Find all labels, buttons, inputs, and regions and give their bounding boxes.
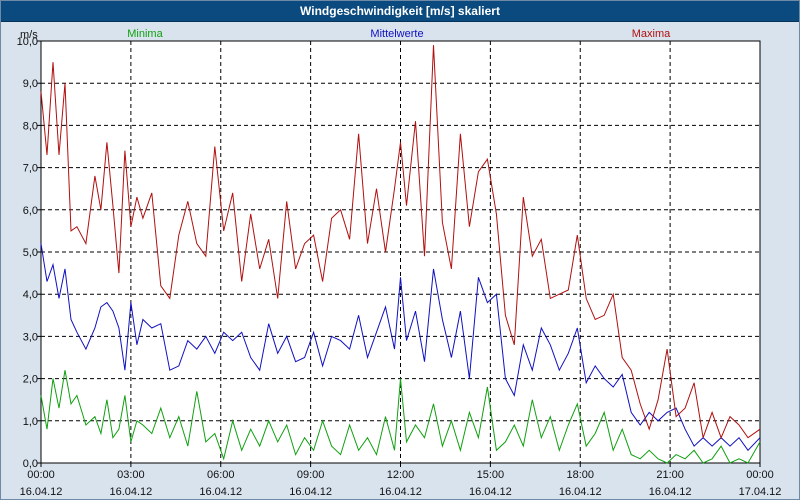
- series-line-mittelwerte: [40, 243, 761, 452]
- x-tick-date: 16.04.12: [109, 486, 152, 498]
- y-tick-label: 8,0: [23, 120, 38, 132]
- plot-area: 0,0 1,0 2,0 3,0 4,0 5,0 6,0 7,0 8,0 9,0 10,0 m/s 00:…: [1, 22, 799, 499]
- y-tick-label: 7,0: [23, 163, 38, 175]
- series-line-maxima: [40, 45, 761, 440]
- x-tick-date: 16.04.12: [559, 486, 602, 498]
- window-title: Windgeschwindigkeit [m/s] skaliert: [1, 1, 799, 22]
- y-tick-label: 6,0: [23, 205, 38, 217]
- x-tick-time: 18:00: [566, 469, 594, 481]
- chart-svg: 0,0 1,0 2,0 3,0 4,0 5,0 6,0 7,0 8,0 9,0 10,0m/s 00:…: [17, 28, 782, 498]
- x-tick-date: 17.04.12: [739, 486, 782, 498]
- x-tick-date: 16.04.12: [289, 486, 332, 498]
- series-line-minima: [40, 370, 761, 464]
- y-tick-label: 10,0: [17, 36, 38, 48]
- x-tick-date: 16.04.12: [20, 486, 63, 498]
- x-tick-date: 16.04.12: [649, 486, 692, 498]
- x-tick-time: 15:00: [477, 469, 505, 481]
- x-tick-time: 21:00: [656, 469, 684, 481]
- x-tick-time: 06:00: [207, 469, 235, 481]
- x-tick-time: 03:00: [117, 469, 145, 481]
- y-tick-label: 4,0: [23, 289, 38, 301]
- y-tick-label: 0,0: [23, 458, 38, 470]
- legend-minima: Minima: [127, 28, 163, 40]
- x-tick-date: 16.04.12: [379, 486, 422, 498]
- x-tick-time: 00:00: [746, 469, 774, 481]
- x-tick-date: 16.04.12: [469, 486, 512, 498]
- y-axis-unit: m/s: [20, 29, 38, 41]
- y-tick-label: 9,0: [23, 78, 38, 90]
- x-tick-time: 00:00: [27, 469, 55, 481]
- y-tick-label: 3,0: [23, 331, 38, 343]
- legend-mittelwerte: Mittelwerte: [370, 28, 423, 40]
- x-tick-time: 12:00: [387, 469, 415, 481]
- x-tick-date: 16.04.12: [199, 486, 242, 498]
- y-tick-label: 5,0: [23, 247, 38, 259]
- legend-maxima: Maxima: [632, 28, 671, 40]
- y-tick-label: 2,0: [23, 374, 38, 386]
- x-tick-time: 09:00: [297, 469, 325, 481]
- y-tick-label: 1,0: [23, 416, 38, 428]
